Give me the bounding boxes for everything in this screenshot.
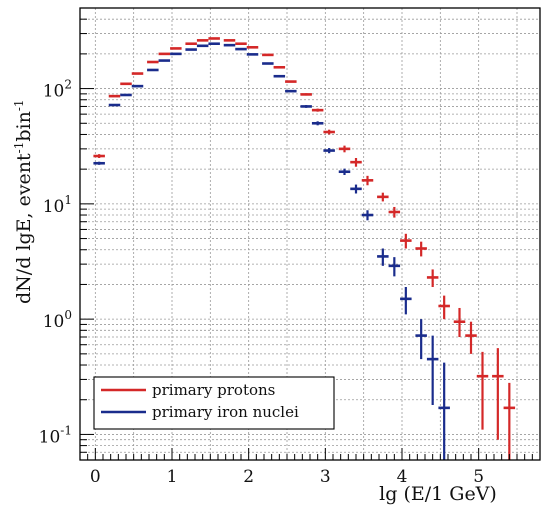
data-point: [93, 154, 105, 158]
data-point: [438, 295, 450, 320]
data-point: [400, 287, 412, 315]
x-tick-label: 0: [90, 467, 101, 487]
data-point: [503, 382, 516, 460]
legend-label-iron: primary iron nuclei: [152, 403, 299, 421]
y-axis-title-main: dN/d lgE, event: [13, 153, 35, 304]
data-point: [426, 335, 439, 405]
y-axis-title-mid: bin: [13, 111, 35, 141]
data-point: [400, 233, 412, 249]
y-tick-label: 10-1: [39, 423, 72, 447]
x-tick-label: 1: [167, 467, 178, 487]
data-point: [93, 161, 105, 165]
data-point: [361, 210, 374, 221]
data-point: [426, 269, 439, 288]
data-point: [311, 121, 324, 126]
data-point: [323, 148, 335, 154]
data-point: [415, 319, 427, 360]
x-axis-title: lg (E/1 GeV): [379, 483, 497, 505]
y-axis-title-sup-1: -1: [12, 142, 26, 154]
data-point: [492, 348, 504, 440]
data-point: [465, 321, 477, 354]
data-point: [438, 362, 450, 460]
y-tick-label: 102: [43, 78, 72, 102]
series-protons: [93, 37, 516, 460]
y-tick-label: 100: [43, 308, 72, 332]
data-point: [361, 175, 374, 186]
data-point: [300, 105, 312, 108]
x-tick-label: 4: [397, 467, 408, 487]
data-point: [377, 248, 389, 266]
series-iron-nuclei: [93, 42, 450, 460]
x-tick-label: 3: [320, 467, 331, 487]
legend-label-protons: primary protons: [152, 381, 275, 399]
data-point: [388, 206, 401, 218]
axis-ticks: 0 1 2 3 4 5 10-1 100 101 102: [39, 7, 533, 487]
data-point: [300, 93, 312, 96]
y-tick-label: 101: [43, 193, 72, 217]
x-tick-label: 2: [243, 467, 254, 487]
data-point: [311, 108, 324, 112]
data-point: [453, 307, 466, 338]
data-point: [323, 129, 335, 135]
data-series: [93, 37, 516, 460]
data-point: [338, 168, 351, 175]
data-point: [338, 145, 351, 153]
legend-box: [93, 376, 335, 430]
data-point: [415, 241, 427, 257]
data-point: [350, 157, 362, 167]
legend: primary protons primary iron nuclei: [93, 376, 335, 430]
y-axis-title: dN/d lgE, event-1bin-1: [12, 99, 35, 304]
y-axis-title-sup-2: -1: [12, 99, 26, 111]
data-point: [476, 351, 489, 430]
data-point: [350, 184, 362, 194]
data-point: [377, 192, 389, 202]
data-point: [388, 257, 401, 277]
x-tick-label: 5: [473, 467, 484, 487]
